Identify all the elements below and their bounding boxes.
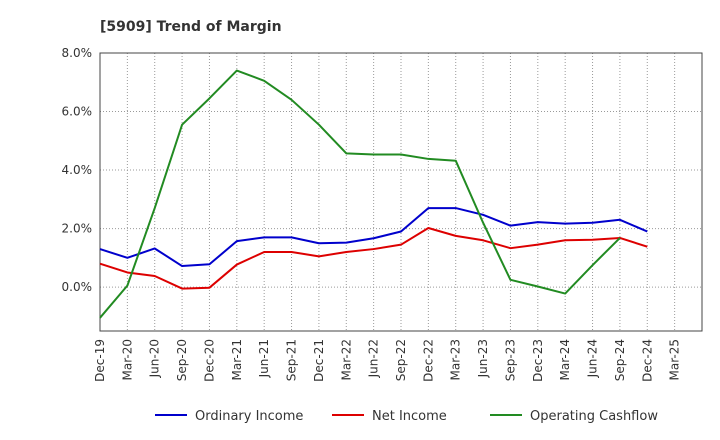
x-tick-label: Jun-21 — [257, 339, 271, 378]
series-layer — [99, 69, 648, 319]
legend-label-0: Ordinary Income — [195, 409, 303, 424]
plot-frame — [99, 52, 703, 332]
y-tick-label: 8.0% — [62, 46, 93, 60]
x-tick-label: Jun-22 — [367, 339, 381, 378]
y-tick-label: 0.0% — [62, 280, 93, 294]
x-tick-label: Sep-23 — [503, 339, 517, 381]
x-tick-label: Jun-24 — [586, 339, 600, 378]
series-line-2 — [99, 69, 621, 319]
x-tick-label: Mar-23 — [449, 339, 463, 380]
series-line-1 — [99, 226, 648, 290]
y-tick-label: 6.0% — [62, 105, 93, 119]
x-tick-label: Sep-22 — [394, 339, 408, 381]
x-tick-label: Sep-24 — [613, 339, 627, 381]
x-tick-label: Sep-20 — [175, 339, 189, 381]
series-line-0 — [99, 207, 648, 268]
x-tick-label: Mar-20 — [120, 339, 134, 380]
x-tick-label: Dec-20 — [202, 339, 216, 382]
legend-label-1: Net Income — [372, 409, 447, 424]
x-tick-label: Mar-25 — [668, 339, 682, 380]
x-tick-label: Sep-21 — [285, 339, 299, 381]
y-tick-label: 2.0% — [62, 222, 93, 236]
x-tick-label: Dec-19 — [93, 339, 107, 382]
x-tick-label: Dec-23 — [531, 339, 545, 382]
x-tick-label: Mar-24 — [558, 339, 572, 380]
legend-label-2: Operating Cashflow — [530, 409, 658, 424]
x-tick-label: Dec-24 — [640, 339, 654, 382]
x-tick-label: Jun-23 — [476, 339, 490, 378]
chart-title: [5909] Trend of Margin — [100, 19, 282, 35]
x-tick-label: Dec-22 — [421, 339, 435, 382]
x-tick-label: Mar-22 — [339, 339, 353, 380]
x-tick-label: Dec-21 — [312, 339, 326, 382]
y-tick-label: 4.0% — [62, 163, 93, 177]
x-tick-label: Mar-21 — [230, 339, 244, 380]
axis-layer: 0.0% 2.0% 4.0% 6.0% 8.0% Dec-19 Mar-20 Jun-20 Se… — [62, 46, 703, 382]
legend: Ordinary Income Net Income Operating Cashf… — [155, 409, 658, 424]
x-tick-label: Jun-20 — [148, 339, 162, 378]
